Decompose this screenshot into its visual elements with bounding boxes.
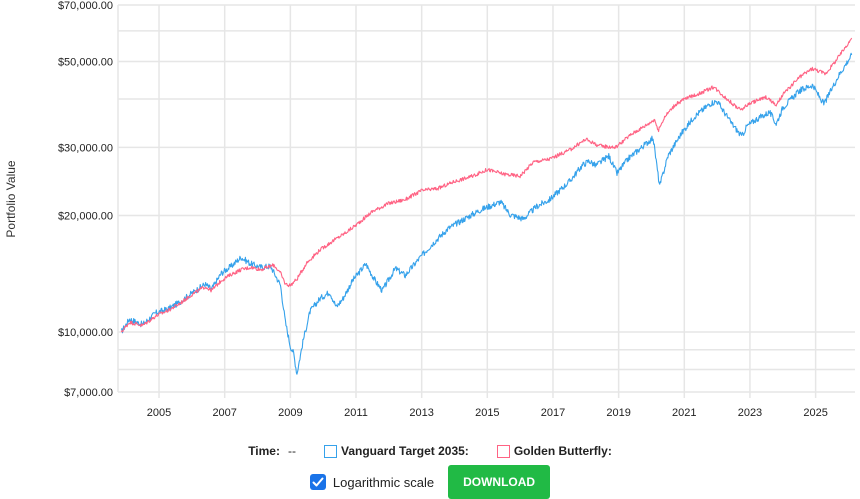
series-line-golden-butterfly	[120, 37, 853, 333]
legend-label-golden-butterfly: Golden Butterfly:	[513, 444, 612, 458]
x-tick-label: 2005	[147, 407, 171, 419]
x-tick-label: 2007	[212, 407, 236, 419]
log-scale-checkbox[interactable]	[309, 474, 326, 490]
y-tick-label: $7,000.00	[64, 387, 113, 399]
y-axis-title: Portfolio Value	[4, 160, 18, 238]
y-tick-label: $10,000.00	[58, 327, 113, 339]
checkmark-icon	[312, 477, 324, 487]
x-axis-ticks: 2005 2007 2009 2011 2013 2015 2017 2019 2021 2023…	[147, 407, 828, 419]
legend-label-vanguard: Vanguard Target 2035:	[340, 444, 469, 458]
x-tick-label: 2015	[475, 407, 499, 419]
y-tick-label: $50,000.00	[58, 57, 113, 69]
portfolio-chart[interactable]: $7,000.00 $10,000.00 $20,000.00 $30,000.00 $…	[0, 0, 860, 440]
x-tick-label: 2019	[606, 407, 630, 419]
legend: Time: -- Vanguard Target 2035: Golden Bu…	[0, 444, 860, 458]
x-tick-label: 2017	[541, 407, 565, 419]
y-axis-ticks: $7,000.00 $10,000.00 $20,000.00 $30,000.00 $…	[58, 0, 113, 399]
chart-series	[120, 37, 853, 375]
x-tick-label: 2023	[738, 407, 762, 419]
x-tick-label: 2021	[672, 407, 696, 419]
x-tick-label: 2009	[278, 407, 302, 419]
chart-controls: Logarithmic scale DOWNLOAD	[0, 465, 860, 499]
download-button[interactable]: DOWNLOAD	[448, 465, 551, 499]
legend-series-golden-butterfly[interactable]: Golden Butterfly:	[496, 444, 612, 458]
y-tick-label: $70,000.00	[58, 0, 113, 12]
log-scale-toggle[interactable]: Logarithmic scale	[309, 474, 435, 490]
y-tick-label: $30,000.00	[58, 142, 113, 154]
x-tick-label: 2025	[803, 407, 827, 419]
legend-swatch-vanguard	[323, 444, 337, 458]
legend-time-value: --	[287, 444, 296, 458]
legend-swatch-golden-butterfly	[496, 444, 510, 458]
log-scale-label: Logarithmic scale	[332, 474, 435, 490]
y-tick-label: $20,000.00	[58, 211, 113, 223]
legend-time-label: Time:	[248, 444, 280, 458]
x-tick-label: 2011	[344, 407, 368, 419]
legend-series-vanguard[interactable]: Vanguard Target 2035:	[323, 444, 469, 458]
legend-time: Time: --	[248, 444, 296, 458]
x-tick-label: 2013	[409, 407, 433, 419]
series-line-vanguard	[120, 52, 853, 375]
chart-grid	[117, 4, 855, 398]
